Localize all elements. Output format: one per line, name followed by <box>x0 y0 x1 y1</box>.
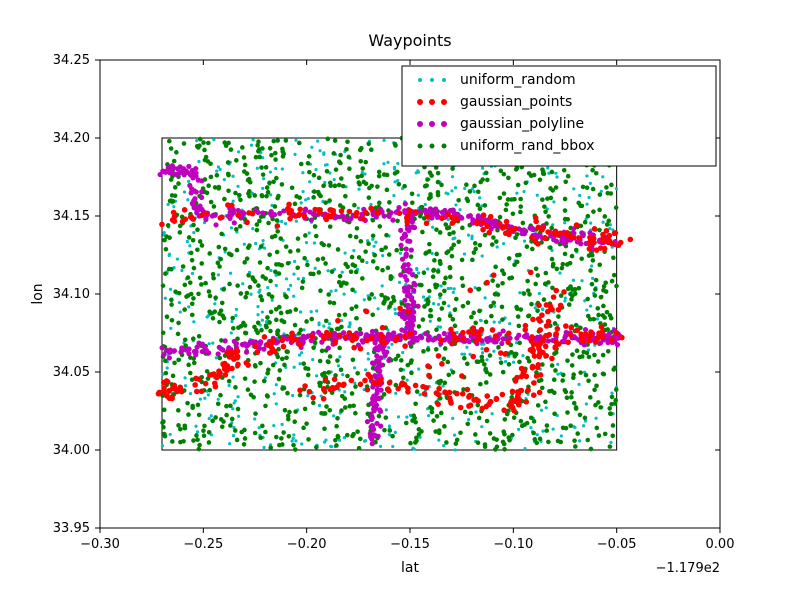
legend-item-label: gaussian_points <box>460 94 572 110</box>
y-tick-label: 33.95 <box>53 521 90 536</box>
legend-marker-icon <box>430 144 435 149</box>
x-tick-label: −0.05 <box>597 537 637 552</box>
legend-marker-icon <box>442 144 447 149</box>
waypoints-scatter-chart: −0.30 −0.25 −0.20 −0.15 −0.10 −0.05 0.00 33.95… <box>0 0 800 600</box>
chart-title: Waypoints <box>368 31 451 50</box>
x-tick-label: 0.00 <box>706 537 735 552</box>
y-tick-label: 34.00 <box>53 443 90 458</box>
legend: uniform_random gaussian_points gaussian_po… <box>402 66 716 166</box>
y-tick-label: 34.15 <box>53 209 90 224</box>
x-tick-label: −0.30 <box>80 537 120 552</box>
legend-item-label: uniform_rand_bbox <box>460 138 595 154</box>
legend-marker-icon <box>429 99 435 105</box>
x-tick-label: −0.15 <box>390 537 430 552</box>
legend-marker-icon <box>417 99 423 105</box>
y-tick-label: 34.25 <box>53 53 90 68</box>
y-tick-label: 34.10 <box>53 287 90 302</box>
x-axis-label: lat <box>401 560 419 576</box>
chart-svg: −0.30 −0.25 −0.20 −0.15 −0.10 −0.05 0.00 33.95… <box>0 0 800 600</box>
legend-item-label: uniform_random <box>460 72 576 88</box>
legend-item-label: gaussian_polyline <box>460 116 584 132</box>
legend-marker-icon <box>417 121 423 127</box>
x-tick-label: −0.25 <box>183 537 223 552</box>
y-axis-label: lon <box>30 283 46 304</box>
legend-marker-icon <box>442 78 446 82</box>
y-tick-label: 34.20 <box>53 131 90 146</box>
legend-marker-icon <box>441 121 447 127</box>
y-tick-label: 34.05 <box>53 365 90 380</box>
legend-marker-icon <box>430 78 434 82</box>
x-tick-label: −0.10 <box>493 537 533 552</box>
legend-marker-icon <box>418 78 422 82</box>
legend-marker-icon <box>441 99 447 105</box>
legend-marker-icon <box>418 144 423 149</box>
x-axis-offset-text: −1.179e2 <box>656 561 720 576</box>
legend-marker-icon <box>429 121 435 127</box>
x-tick-label: −0.20 <box>287 537 327 552</box>
